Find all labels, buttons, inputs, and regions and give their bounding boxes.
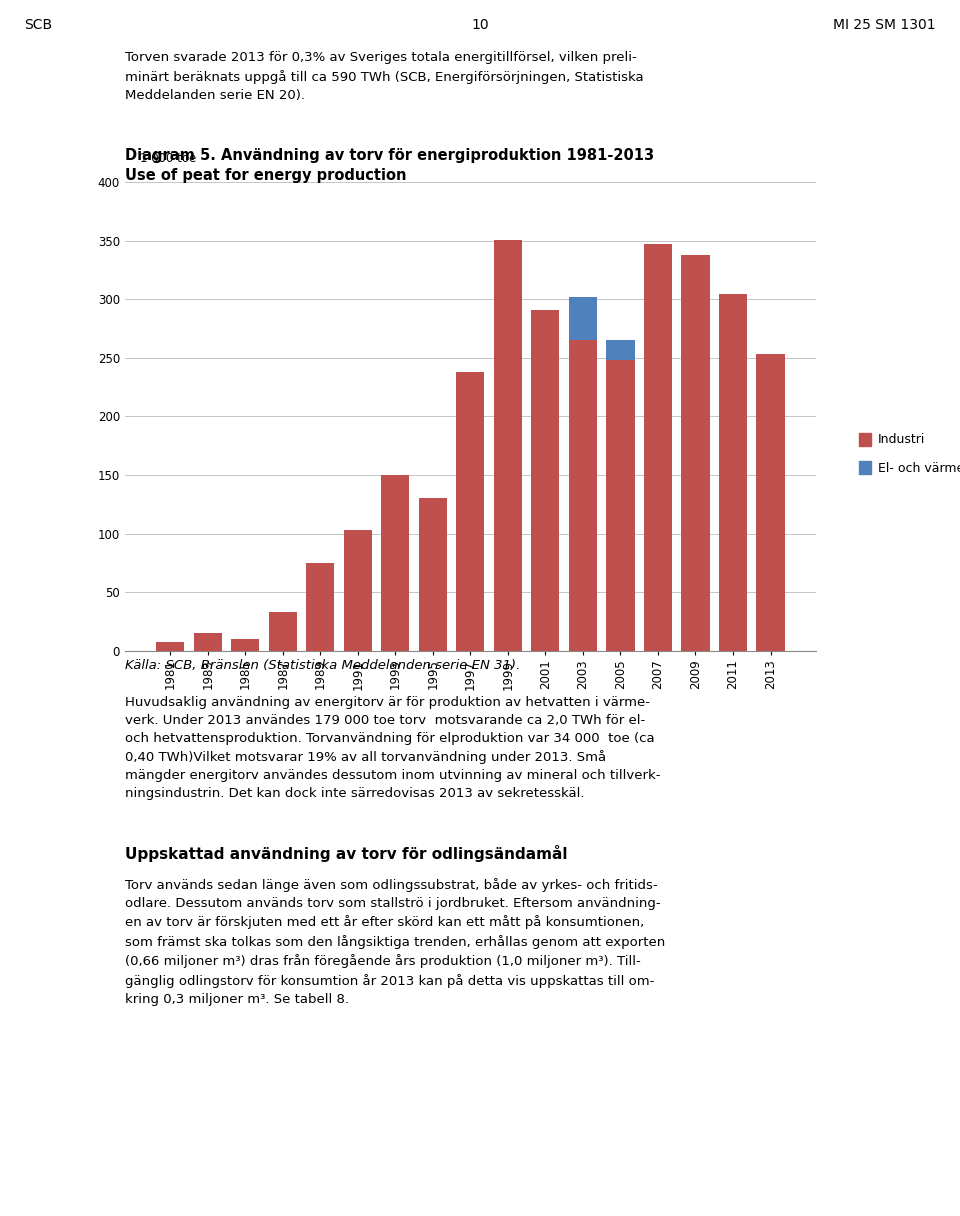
Bar	[532, 317, 560, 651]
Text: 1 000 toe: 1 000 toe	[140, 152, 197, 165]
Bar	[269, 621, 297, 651]
Bar	[381, 475, 409, 651]
Bar	[231, 638, 259, 651]
Bar	[156, 642, 184, 651]
Bar	[719, 294, 747, 651]
Bar	[344, 530, 372, 651]
Text: Huvudsaklig användning av energitorv är för produktion av hetvatten i värme-
ver: Huvudsaklig användning av energitorv är …	[125, 696, 660, 800]
Text: Uppskattad användning av torv för odlingsändamål: Uppskattad användning av torv för odling…	[125, 845, 567, 862]
Bar	[419, 501, 447, 651]
Bar	[532, 310, 560, 651]
Bar	[756, 443, 784, 651]
Bar	[156, 647, 184, 651]
Bar	[569, 340, 597, 651]
Bar	[682, 266, 709, 651]
Bar	[719, 293, 747, 651]
Bar	[269, 612, 297, 651]
Bar	[344, 534, 372, 651]
Bar	[306, 574, 334, 651]
Text: Torven svarade 2013 för 0,3% av Sveriges totala energitillförsel, vilken preli-
: Torven svarade 2013 för 0,3% av Sveriges…	[125, 51, 643, 101]
Bar	[569, 297, 597, 651]
Text: Diagram 5. Användning av torv för energiproduktion 1981-2013: Diagram 5. Användning av torv för energi…	[125, 148, 654, 163]
Bar	[194, 640, 222, 651]
Bar	[493, 303, 522, 651]
Bar	[644, 255, 672, 651]
Text: Use of peat for energy production: Use of peat for energy production	[125, 168, 406, 182]
Bar	[756, 354, 784, 651]
Bar	[194, 634, 222, 651]
Bar	[456, 372, 485, 651]
Bar	[306, 563, 334, 651]
Bar	[419, 499, 447, 651]
Text: Torv används sedan länge även som odlingssubstrat, både av yrkes- och fritids-
o: Torv används sedan länge även som odling…	[125, 878, 665, 1006]
Bar	[231, 642, 259, 651]
Legend: Industri, El- och värmeverk: Industri, El- och värmeverk	[853, 428, 960, 480]
Bar	[456, 376, 485, 651]
Bar	[682, 255, 709, 651]
Bar	[607, 360, 635, 651]
Text: Källa: SCB, Bränslen (Statistiska Meddelanden serie EN 31).: Källa: SCB, Bränslen (Statistiska Meddel…	[125, 659, 520, 672]
Text: SCB: SCB	[24, 18, 52, 33]
Bar	[493, 240, 522, 651]
Text: 10: 10	[471, 18, 489, 33]
Bar	[381, 480, 409, 651]
Bar	[607, 340, 635, 651]
Bar	[644, 244, 672, 651]
Text: MI 25 SM 1301: MI 25 SM 1301	[833, 18, 936, 33]
